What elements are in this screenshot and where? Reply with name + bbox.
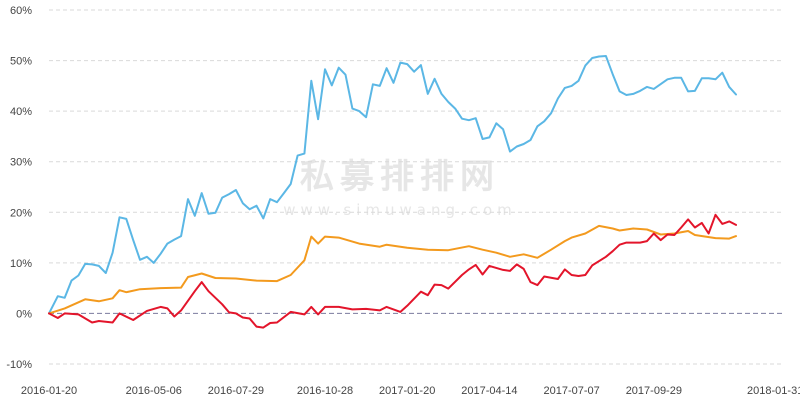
y-tick-label: -10%	[6, 359, 32, 371]
watermark: 私募排排网 www.simuwang.com	[283, 157, 517, 219]
x-axis: 2016-01-20 2016-05-06 2016-07-29 2016-10-28…	[21, 385, 800, 397]
y-axis: -10% 0% 10% 20% 30% 40% 50% 60%	[6, 5, 32, 371]
x-tick-label: 2018-01-31	[747, 385, 800, 397]
x-tick-label: 2016-07-29	[208, 385, 264, 397]
y-tick-label: 20%	[10, 207, 32, 219]
watermark-sub-text: www.simuwang.com	[283, 201, 517, 219]
x-tick-label: 2016-05-06	[126, 385, 182, 397]
y-tick-label: 50%	[10, 56, 32, 68]
x-tick-label: 2017-04-14	[461, 385, 517, 397]
series-lines	[48, 55, 737, 329]
y-tick-label: 10%	[10, 258, 32, 270]
y-tick-label: 0%	[16, 308, 32, 320]
y-tick-label: 40%	[10, 106, 32, 118]
series-line-2	[48, 224, 737, 315]
x-tick-label: 2017-09-29	[626, 385, 682, 397]
y-tick-label: 30%	[10, 157, 32, 169]
watermark-main-text: 私募排排网	[300, 157, 500, 197]
x-tick-label: 2016-01-20	[21, 385, 77, 397]
series-line-1	[48, 55, 737, 315]
x-tick-label: 2017-01-20	[379, 385, 435, 397]
series-line-3	[48, 213, 737, 329]
x-tick-label: 2016-10-28	[297, 385, 353, 397]
y-tick-label: 60%	[10, 5, 32, 17]
x-tick-label: 2017-07-07	[543, 385, 599, 397]
